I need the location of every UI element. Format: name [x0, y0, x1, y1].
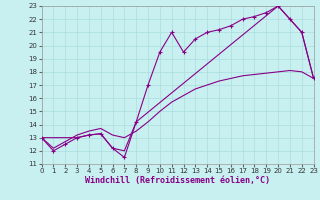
X-axis label: Windchill (Refroidissement éolien,°C): Windchill (Refroidissement éolien,°C) — [85, 176, 270, 185]
